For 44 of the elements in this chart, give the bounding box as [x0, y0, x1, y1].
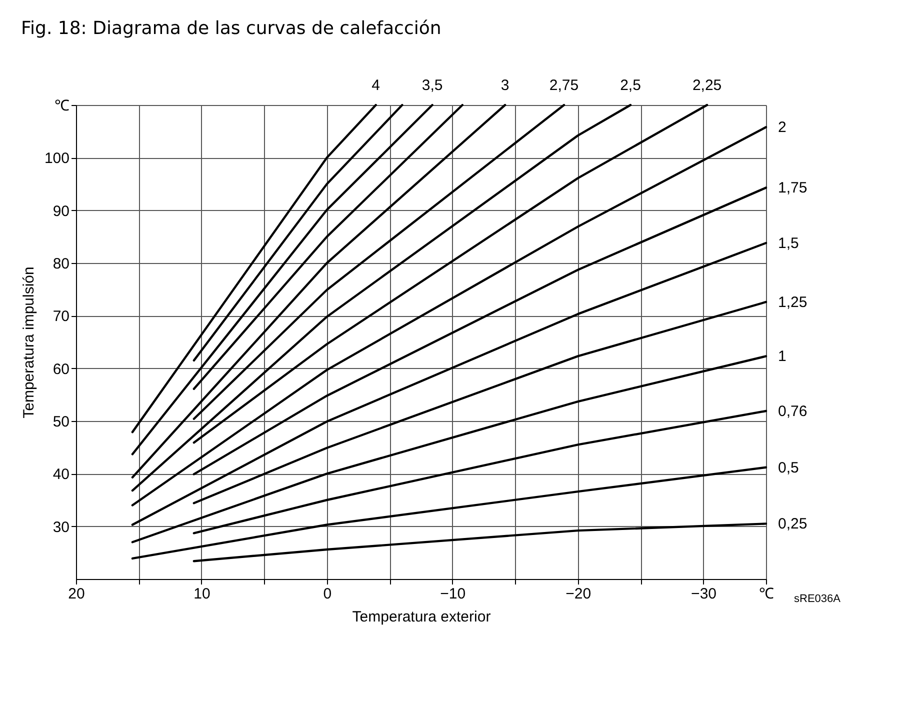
line-series: [131, 126, 768, 506]
chart-title: Fig. 18: Diagrama de las curvas de calefacción: [20, 18, 442, 39]
y-tick-label: 50: [52, 414, 70, 430]
line-series: [131, 242, 768, 526]
line-series: [131, 104, 632, 492]
series-label: 1: [778, 348, 786, 366]
y-tick-label: 80: [52, 256, 70, 272]
y-tick-label: 40: [52, 466, 70, 484]
series-label: 2,25: [692, 77, 722, 94]
series-label: 0,25: [778, 516, 808, 533]
y-tick-label: 30: [52, 518, 70, 536]
line-series: [192, 410, 768, 534]
y-tick-label: 100: [44, 150, 70, 168]
series-label: 4: [372, 77, 380, 94]
x-tick-label: 20: [68, 586, 85, 602]
line-series: [192, 186, 768, 476]
series-label: 1,75: [778, 180, 808, 197]
series-label: 0,5: [778, 459, 799, 476]
series-label: 2,75: [549, 77, 579, 94]
y-tick-label: 60: [52, 360, 70, 378]
x-tick-label: −30: [691, 586, 716, 602]
y-tick-label: ℃: [54, 98, 70, 114]
x-tick-label: −10: [440, 586, 466, 602]
x-axis-title: Temperatura exterior: [352, 608, 491, 626]
x-tick-label: 0: [323, 586, 332, 602]
series-label: 3: [500, 77, 510, 94]
y-tick-label: 70: [52, 308, 70, 326]
y-tick-label: 90: [52, 202, 70, 220]
x-tick-label: 10: [194, 586, 210, 602]
series-label: 0,76: [778, 402, 808, 420]
series-label: 1,5: [778, 234, 799, 252]
series-label: 2,5: [620, 77, 641, 94]
line-series: [131, 466, 768, 560]
x-tick-label: ℃: [759, 586, 774, 602]
line-series: [131, 355, 768, 544]
text: sRE036A: [794, 593, 842, 605]
line-series: [192, 104, 708, 444]
series-label: 2: [778, 119, 786, 136]
series-label: 3,5: [422, 77, 443, 94]
x-tick-label: −20: [566, 586, 592, 602]
y-axis-title: Temperatura impulsión: [20, 266, 38, 418]
series-label: 1,25: [778, 294, 808, 311]
line-series: [192, 522, 768, 562]
line-series: [192, 300, 768, 504]
